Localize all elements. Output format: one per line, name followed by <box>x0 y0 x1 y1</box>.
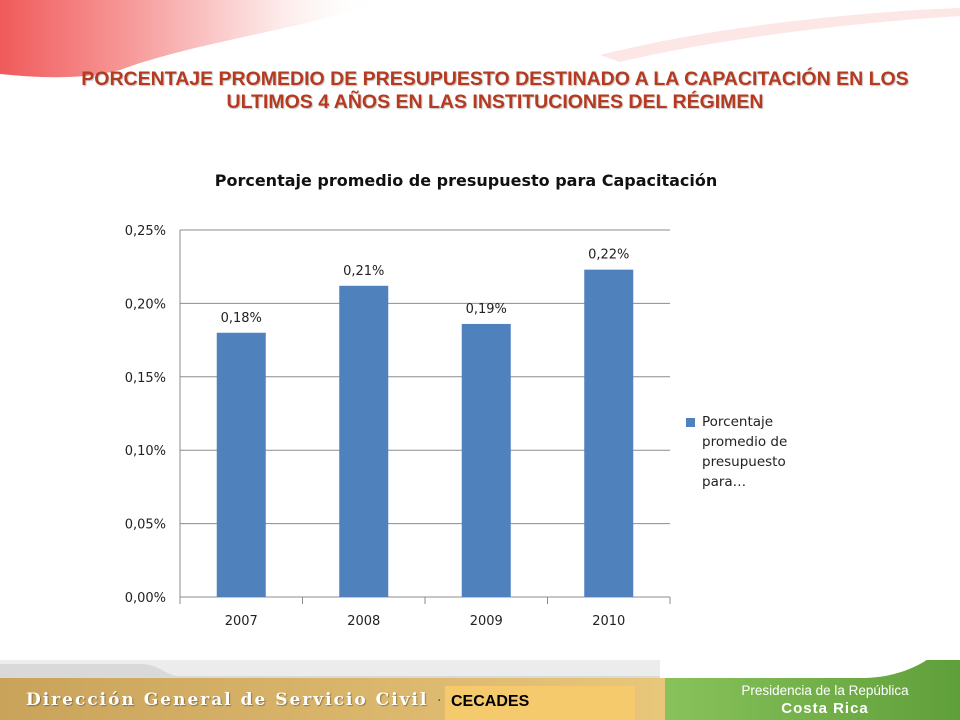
x-tick-label: 2009 <box>470 614 503 629</box>
x-tick-label: 2008 <box>347 614 380 629</box>
data-label: 0,19% <box>466 302 507 317</box>
x-tick-label: 2010 <box>592 614 625 629</box>
top-swoosh-decoration <box>0 0 960 78</box>
legend-entry-label: Porcentaje promedio de presupuesto para… <box>702 414 788 490</box>
cecades-box <box>445 686 635 720</box>
bar-2008 <box>339 285 389 597</box>
chart-legend: Porcentaje promedio de presupuesto para… <box>686 412 826 492</box>
bar-2009 <box>461 323 511 597</box>
y-tick-label: 0,25% <box>125 224 166 239</box>
legend-swatch <box>686 418 695 427</box>
country-label: Costa Rica <box>781 700 869 717</box>
y-tick-label: 0,20% <box>125 297 166 312</box>
y-tick-label: 0,10% <box>125 444 166 459</box>
y-tick-label: 0,00% <box>125 591 166 606</box>
presidency-label: Presidencia de la República <box>741 683 909 698</box>
bar-chart: Porcentaje promedio de presupuesto para … <box>125 171 718 629</box>
slide-title: PORCENTAJE PROMEDIO DE PRESUPUESTO DESTI… <box>81 68 909 113</box>
y-axis-tick-labels: 0,00% 0,05% 0,10% 0,15% 0,20% 0,25% <box>125 224 166 606</box>
y-tick-label: 0,15% <box>125 371 166 386</box>
x-axis-tick-labels: 2007 2008 2009 2010 <box>225 614 626 629</box>
data-labels: 0,18% 0,21% 0,19% 0,22% <box>221 248 630 326</box>
x-tick-label: 2007 <box>225 614 258 629</box>
bar-2010 <box>584 269 634 597</box>
cecades-label: CECADES <box>451 693 530 710</box>
y-tick-label: 0,05% <box>125 518 166 533</box>
data-label: 0,18% <box>221 311 262 326</box>
footer-organization-name: Dirección General de Servicio Civil <box>26 690 429 710</box>
data-label: 0,22% <box>588 248 629 263</box>
bars <box>216 269 634 597</box>
bar-2007 <box>216 332 266 597</box>
data-label: 0,21% <box>343 264 384 279</box>
footer-separator-dot: . <box>437 689 442 705</box>
chart-title: Porcentaje promedio de presupuesto para … <box>215 171 718 190</box>
